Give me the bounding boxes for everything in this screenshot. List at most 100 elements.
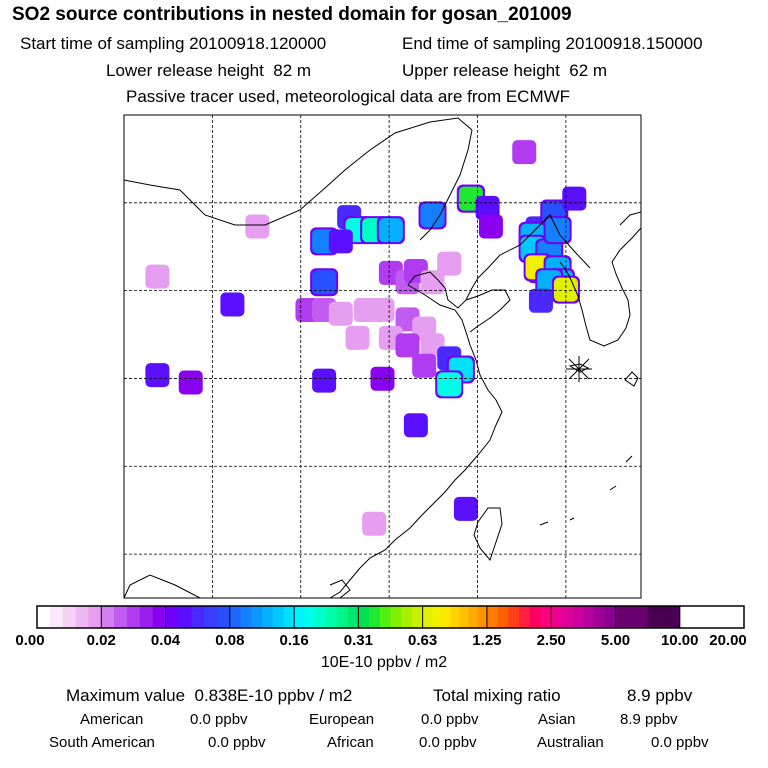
island-taiwan bbox=[473, 507, 503, 562]
coastline-china-north bbox=[124, 117, 473, 226]
colorbar-swatch bbox=[450, 606, 460, 628]
contribution-cell bbox=[178, 370, 203, 395]
coastline-sakhalin bbox=[619, 211, 641, 226]
colorbar-swatch bbox=[615, 606, 649, 628]
colorbar-swatch bbox=[604, 606, 616, 628]
contribution-cell bbox=[553, 277, 578, 302]
colorbar-swatch bbox=[304, 606, 317, 628]
colorbar-swatch bbox=[431, 606, 442, 628]
colorbar-swatch bbox=[647, 606, 681, 628]
colorbar-swatch bbox=[422, 606, 433, 628]
colorbar-swatch bbox=[37, 606, 51, 628]
colorbar-tick-label: 20.00 bbox=[709, 632, 747, 649]
region-asian-name: Asian bbox=[538, 711, 576, 728]
total-mixing-ratio: Total mixing ratio bbox=[433, 686, 561, 706]
end-value: 20100918.150000 bbox=[565, 34, 703, 53]
colorbar-swatch bbox=[240, 606, 252, 628]
colorbar-swatch bbox=[315, 606, 327, 628]
contribution-cell bbox=[245, 214, 270, 239]
colorbar-swatch bbox=[139, 606, 154, 628]
colorbar-swatch bbox=[486, 606, 499, 628]
colorbar-swatch bbox=[594, 606, 606, 628]
colorbar-swatch bbox=[75, 606, 89, 628]
receptor-marker bbox=[566, 356, 592, 382]
region-european-name: European bbox=[309, 711, 375, 728]
colorbar-tick-label: 1.25 bbox=[472, 632, 502, 649]
colorbar-swatch bbox=[497, 606, 509, 628]
lower-value: 82 m bbox=[273, 61, 312, 80]
contribution-cell bbox=[395, 333, 420, 358]
total-label: Total mixing ratio bbox=[433, 686, 561, 705]
colorbar-swatch bbox=[551, 606, 563, 628]
colorbar-swatch bbox=[540, 606, 552, 628]
colorbar-tick-label: 0.31 bbox=[343, 632, 373, 649]
contribution-cell bbox=[562, 186, 587, 211]
colorbar-swatch bbox=[165, 606, 179, 628]
colorbar-swatch bbox=[441, 606, 451, 628]
start-label: Start time of sampling bbox=[20, 34, 185, 53]
colorbar-swatches bbox=[37, 606, 681, 628]
contribution-cell bbox=[403, 413, 428, 438]
contribution-cell bbox=[420, 203, 445, 228]
chart-title: SO2 source contributions in nested domai… bbox=[12, 4, 572, 25]
colorbar-swatch bbox=[401, 606, 413, 628]
colorbar-swatch bbox=[216, 606, 231, 628]
colorbar-swatch bbox=[272, 606, 284, 628]
colorbar-tick-label: 0.00 bbox=[15, 632, 45, 649]
colorbar-tick-label: 0.08 bbox=[215, 632, 245, 649]
upper-label: Upper release height bbox=[402, 61, 560, 80]
region-south-american-name: South American bbox=[49, 734, 155, 751]
contribution-cell bbox=[370, 298, 395, 323]
colorbar-frame bbox=[36, 605, 745, 629]
region-asian-value: 8.9 ppbv bbox=[620, 711, 678, 728]
colorbar-tick-label: 2.50 bbox=[536, 632, 566, 649]
contribution-cell bbox=[528, 288, 553, 313]
contribution-cell bbox=[345, 325, 370, 350]
total-mixing-value: 8.9 ppbv bbox=[627, 686, 693, 705]
colorbar-tick-label: 0.02 bbox=[86, 632, 116, 649]
colorbar-swatch bbox=[561, 606, 574, 628]
colorbar-swatch bbox=[459, 606, 470, 628]
contribution-cell bbox=[512, 140, 537, 165]
colorbar-swatch bbox=[508, 606, 520, 628]
coastline-china-east bbox=[329, 214, 591, 598]
colorbar-swatch bbox=[347, 606, 359, 628]
max-value: 0.838E-10 ppbv / m2 bbox=[194, 686, 353, 705]
contribution-cell bbox=[420, 270, 445, 295]
colorbar-swatch bbox=[114, 606, 128, 628]
region-african-name: African bbox=[327, 734, 374, 751]
coastline-bohai bbox=[465, 289, 511, 333]
lower-release-height: Lower release height 82 m bbox=[106, 61, 311, 81]
island-hainan bbox=[329, 579, 351, 598]
colorbar-swatch bbox=[369, 606, 381, 628]
contribution-cell bbox=[453, 496, 478, 521]
colorbar-swatch bbox=[379, 606, 391, 628]
colorbar-swatch bbox=[529, 606, 541, 628]
contribution-cell bbox=[312, 270, 337, 295]
colorbar-swatch bbox=[411, 606, 424, 628]
colorbar-swatch bbox=[477, 606, 488, 628]
colorbar-swatch bbox=[88, 606, 102, 628]
start-value: 20100918.120000 bbox=[189, 34, 327, 53]
colorbar-swatch bbox=[326, 606, 338, 628]
contribution-cells bbox=[145, 140, 587, 536]
contribution-cell bbox=[478, 214, 503, 239]
colorbar-swatch bbox=[191, 606, 205, 628]
contribution-cell bbox=[378, 218, 403, 243]
colorbar-tick-label: 0.04 bbox=[150, 632, 181, 649]
colorbar-swatch bbox=[204, 606, 218, 628]
colorbar-swatch bbox=[519, 606, 531, 628]
colorbar-unit: 10E-10 ppbv / m2 bbox=[320, 654, 448, 671]
contribution-cell bbox=[362, 511, 387, 536]
contribution-cell bbox=[220, 292, 245, 317]
contribution-cell bbox=[145, 363, 170, 388]
lat-lon-grid bbox=[124, 115, 641, 598]
colorbar-swatch bbox=[283, 606, 295, 628]
island-ryukyu bbox=[539, 455, 633, 526]
contribution-cell bbox=[328, 229, 353, 254]
region-american-name: American bbox=[80, 711, 144, 728]
upper-release-height: Upper release height 62 m bbox=[402, 61, 607, 81]
colorbar-swatch bbox=[390, 606, 402, 628]
